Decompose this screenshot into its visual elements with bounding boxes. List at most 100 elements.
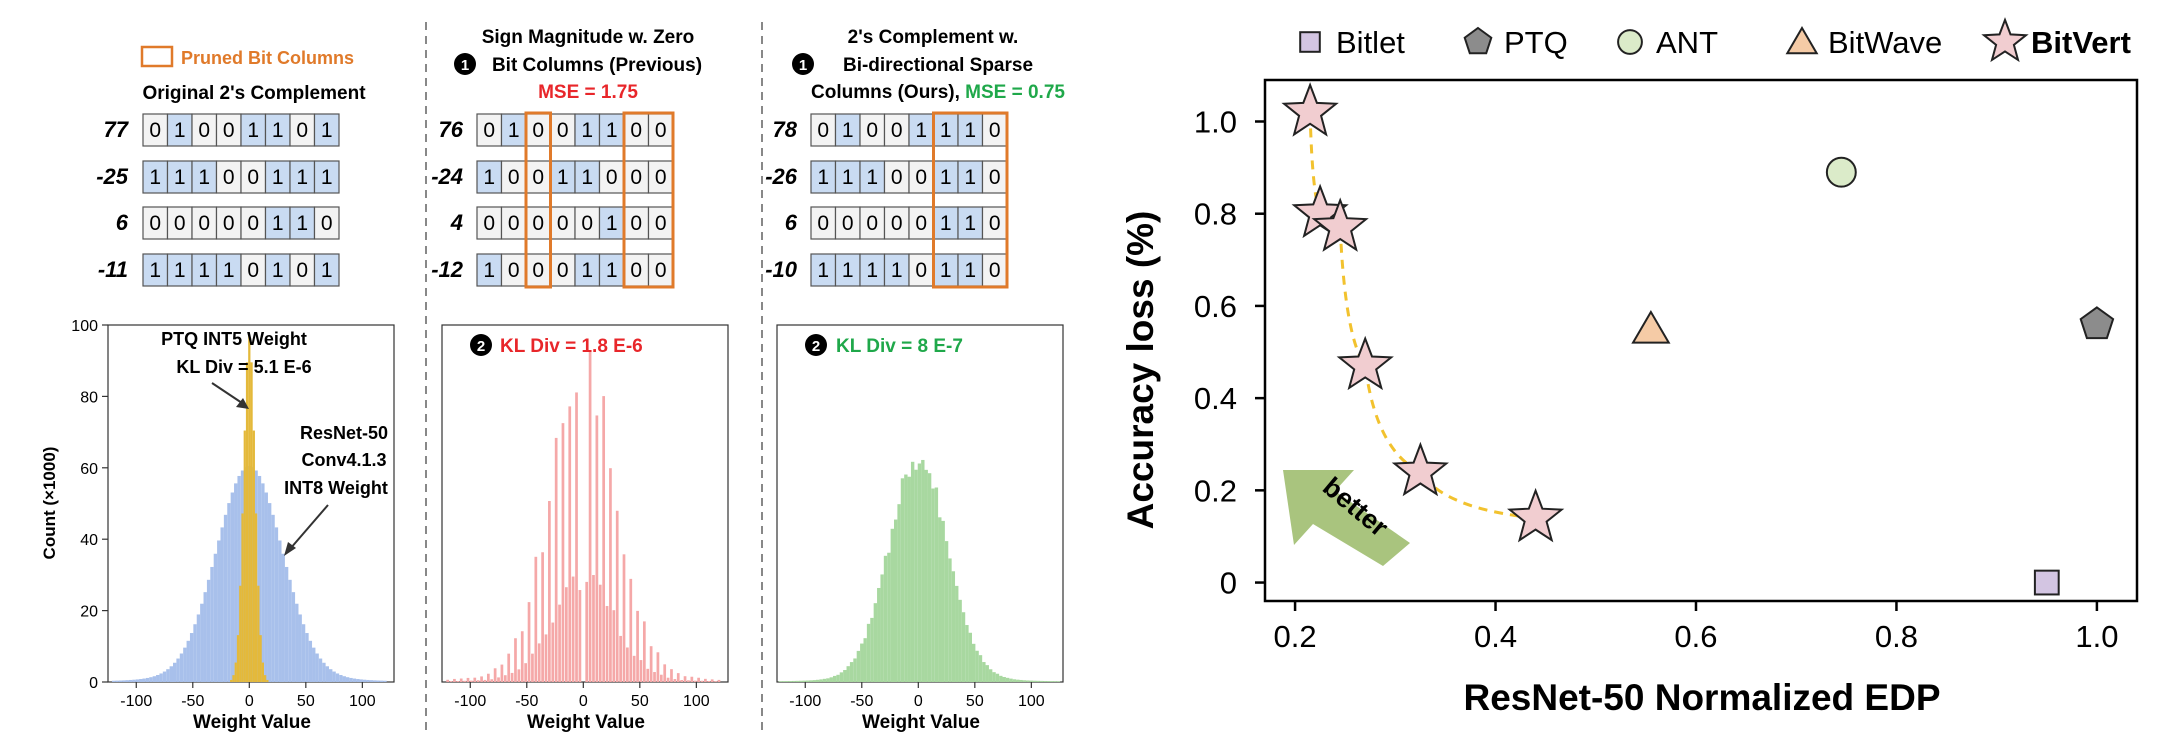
bit-value: 1 bbox=[198, 259, 210, 282]
hist-bar bbox=[264, 492, 268, 682]
hist-bar bbox=[805, 680, 810, 682]
bit-value: 0 bbox=[532, 166, 544, 189]
hist-bar bbox=[466, 677, 470, 682]
hist1-int8-arrowhead bbox=[284, 542, 296, 556]
axis-ticks: 0.2 0.4 0.6 0.8 1.0 0 0.2 0.4 0.6 0.8 1.0 bbox=[1194, 104, 2119, 654]
hist3: -100 -50 0 50 100 2 KL Div = 8 E-7 Weight Va… bbox=[776, 324, 1064, 733]
hist-y-tick-label: 60 bbox=[80, 461, 98, 478]
hist-bar bbox=[900, 478, 905, 682]
hist-bar bbox=[449, 681, 453, 682]
bit-cell bbox=[549, 160, 576, 194]
hist-bar bbox=[1046, 681, 1050, 682]
bit-value: 0 bbox=[630, 166, 642, 189]
panel3-title-line2: Bi-directional Sparse bbox=[843, 55, 1033, 76]
bit-cell bbox=[981, 160, 1008, 194]
hist-bar bbox=[832, 675, 837, 682]
bit-cell bbox=[289, 160, 316, 194]
hist-bar bbox=[710, 679, 714, 682]
hist-bar bbox=[1016, 679, 1020, 682]
hist-x-tick-label: 100 bbox=[349, 693, 376, 710]
hist-bar bbox=[988, 669, 993, 682]
hist-bar bbox=[927, 473, 932, 682]
point-ptq-0 bbox=[2079, 306, 2115, 340]
row-value: -12 bbox=[431, 257, 464, 282]
bit-cell bbox=[623, 253, 650, 287]
hist-bar bbox=[166, 669, 170, 682]
hist-bar bbox=[352, 678, 357, 682]
legend-label-ptq: PTQ bbox=[1504, 25, 1568, 60]
hist-bar bbox=[564, 587, 568, 682]
legend-marker-ptq bbox=[1463, 26, 1493, 55]
hist-bar bbox=[615, 510, 619, 682]
hist-bar bbox=[968, 632, 972, 682]
hist-bar bbox=[917, 463, 922, 682]
hist-bar bbox=[118, 680, 123, 682]
bit-value: 1 bbox=[940, 259, 952, 282]
bit-value: 0 bbox=[655, 212, 667, 235]
bit-value: 1 bbox=[606, 119, 618, 142]
bit-value: 0 bbox=[149, 119, 161, 142]
hist-bar bbox=[972, 643, 976, 682]
hist-bar bbox=[149, 677, 153, 682]
hist-bar bbox=[373, 680, 377, 682]
hist-bar bbox=[676, 673, 680, 682]
hist-bar bbox=[196, 614, 201, 682]
hist-bar bbox=[1022, 680, 1027, 682]
pruned-legend: Pruned Bit Columns bbox=[140, 45, 354, 68]
hist-bar bbox=[322, 662, 326, 682]
hist-bar bbox=[305, 633, 309, 682]
hist-bar bbox=[941, 520, 945, 682]
bit-value: 1 bbox=[174, 119, 186, 142]
bit-value: 1 bbox=[964, 166, 976, 189]
hist-bar bbox=[683, 676, 687, 682]
hist-bar bbox=[254, 513, 258, 682]
hist-x-tick-label: 50 bbox=[966, 693, 984, 710]
point-bitvert-2 bbox=[1311, 197, 1369, 252]
row-value: -11 bbox=[98, 257, 128, 282]
hist-bar bbox=[887, 552, 891, 682]
bit-value: 1 bbox=[866, 259, 878, 282]
legend-marker-bitwave bbox=[1785, 26, 1819, 55]
hist-bar bbox=[179, 653, 184, 682]
bit-cell bbox=[810, 113, 837, 147]
hist1-ticks: -100 -50 0 50 100 0 20 40 60 80 100 bbox=[71, 318, 375, 710]
hist-bar bbox=[843, 670, 847, 682]
bit-value: 0 bbox=[891, 119, 903, 142]
hist-x-tick-label: -50 bbox=[850, 693, 873, 710]
hist-bar bbox=[497, 677, 500, 682]
better-arrow: better bbox=[1283, 470, 1410, 566]
bit-cell bbox=[647, 160, 674, 194]
hist-bar bbox=[894, 519, 898, 682]
hist-y-tick-label: 20 bbox=[80, 604, 98, 621]
hist-bar bbox=[778, 681, 783, 682]
hist-bar bbox=[517, 669, 521, 682]
hist-bar bbox=[537, 643, 541, 682]
bit-cell bbox=[574, 206, 601, 240]
bit-cell bbox=[883, 160, 910, 194]
hist-bar bbox=[122, 680, 126, 682]
hist-bar bbox=[707, 680, 711, 682]
hist2-step2-badge-label: 2 bbox=[477, 338, 485, 355]
bit-cell bbox=[883, 113, 910, 147]
hist-bar bbox=[1033, 680, 1037, 682]
bit-value: 1 bbox=[940, 119, 952, 142]
bit-cell bbox=[549, 206, 576, 240]
hist-bar bbox=[551, 622, 555, 682]
bit-value: 1 bbox=[272, 119, 284, 142]
bit-cell bbox=[525, 160, 552, 194]
bit-value: 1 bbox=[247, 119, 259, 142]
y-tick-label: 0.2 bbox=[1194, 473, 1237, 508]
hist-bar bbox=[826, 678, 830, 682]
x-axis-label: ResNet-50 Normalized EDP bbox=[1463, 677, 1940, 718]
hist-bar bbox=[700, 680, 704, 682]
bit-value: 1 bbox=[321, 119, 333, 142]
row-value: -24 bbox=[431, 164, 463, 189]
bit-value: 0 bbox=[483, 119, 495, 142]
hist1-conv-label: Conv4.1.3 bbox=[301, 450, 386, 470]
bit-cell bbox=[215, 206, 242, 240]
bit-value: 1 bbox=[842, 166, 854, 189]
legend-marker-ant bbox=[1617, 29, 1643, 55]
hist-bar bbox=[992, 672, 996, 682]
hist-bar bbox=[152, 676, 157, 682]
hist-bar bbox=[558, 604, 561, 682]
